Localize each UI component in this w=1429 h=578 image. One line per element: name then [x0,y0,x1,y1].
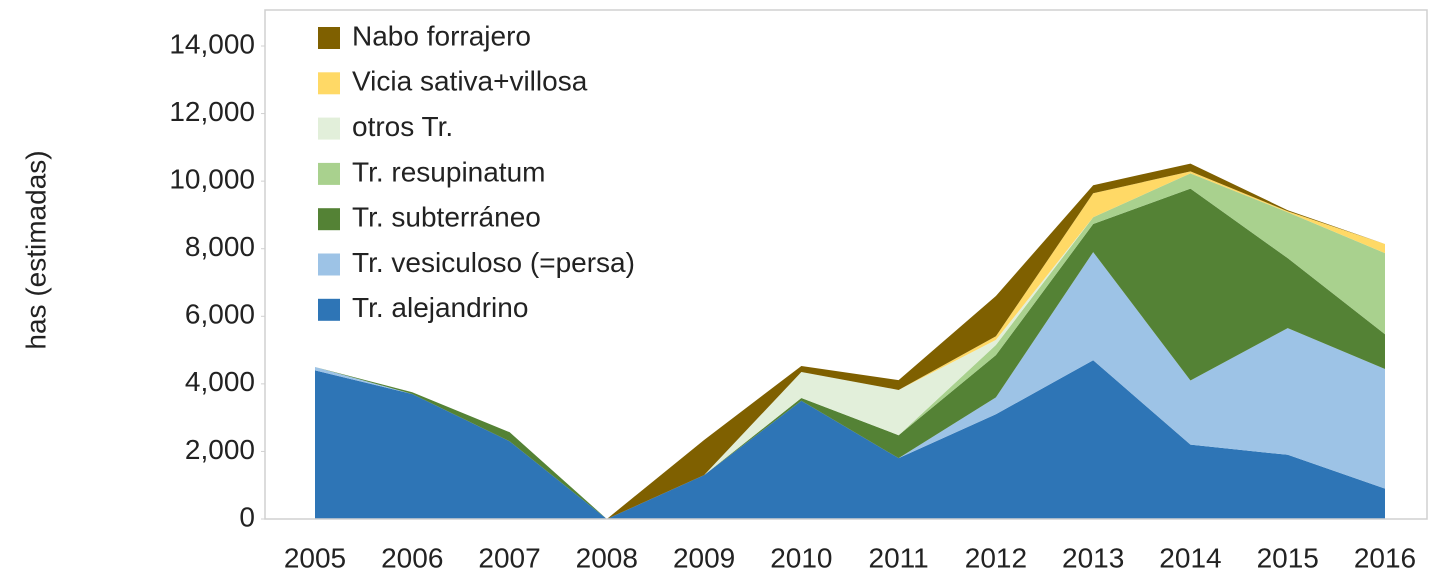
x-tick-label: 2008 [576,542,638,573]
area [315,252,1385,520]
y-tick-label: 4,000 [185,366,255,397]
legend-swatch [318,298,340,321]
legend-label: Nabo forrajero [352,20,531,51]
plot-frame [264,9,1428,520]
legend-swatch [318,72,340,95]
y-tick-label: 14,000 [169,28,255,59]
legend-swatch [318,253,340,276]
y-tick-label: 2,000 [185,434,255,465]
legend-label: Vicia sativa+villosa [352,66,588,97]
x-tick-label: 2007 [478,542,540,573]
x-tick-label: 2009 [673,542,735,573]
area [315,360,1385,519]
legend-label: Tr. resupinatum [352,156,545,187]
legend-label: Tr. alejandrino [352,292,528,323]
legend-label: otros Tr. [352,111,453,142]
x-tick-label: 2015 [1257,542,1319,573]
legend-swatch [318,27,340,49]
legend-label: Tr. vesiculoso (=persa) [352,247,635,278]
y-tick-label: 0 [239,501,255,532]
x-tick-label: 2010 [770,542,832,573]
y-tick-label: 12,000 [169,96,255,127]
x-tick-label: 2014 [1159,542,1221,573]
legend-swatch [318,117,340,140]
x-tick-label: 2016 [1354,542,1416,573]
legend-label: Tr. subterráneo [352,202,541,233]
x-tick-label: 2005 [284,542,346,573]
y-axis-title: has (estimadas) [20,150,51,349]
y-tick-label: 8,000 [185,231,255,262]
area [315,188,1385,519]
x-tick-label: 2013 [1062,542,1124,573]
x-tick-label: 2012 [965,542,1027,573]
y-tick-label: 6,000 [185,299,255,330]
legend-swatch [318,208,340,231]
x-tick-label: 2011 [869,542,929,573]
legend-swatch [318,162,340,185]
y-tick-label: 10,000 [169,164,255,195]
x-tick-label: 2006 [381,542,443,573]
